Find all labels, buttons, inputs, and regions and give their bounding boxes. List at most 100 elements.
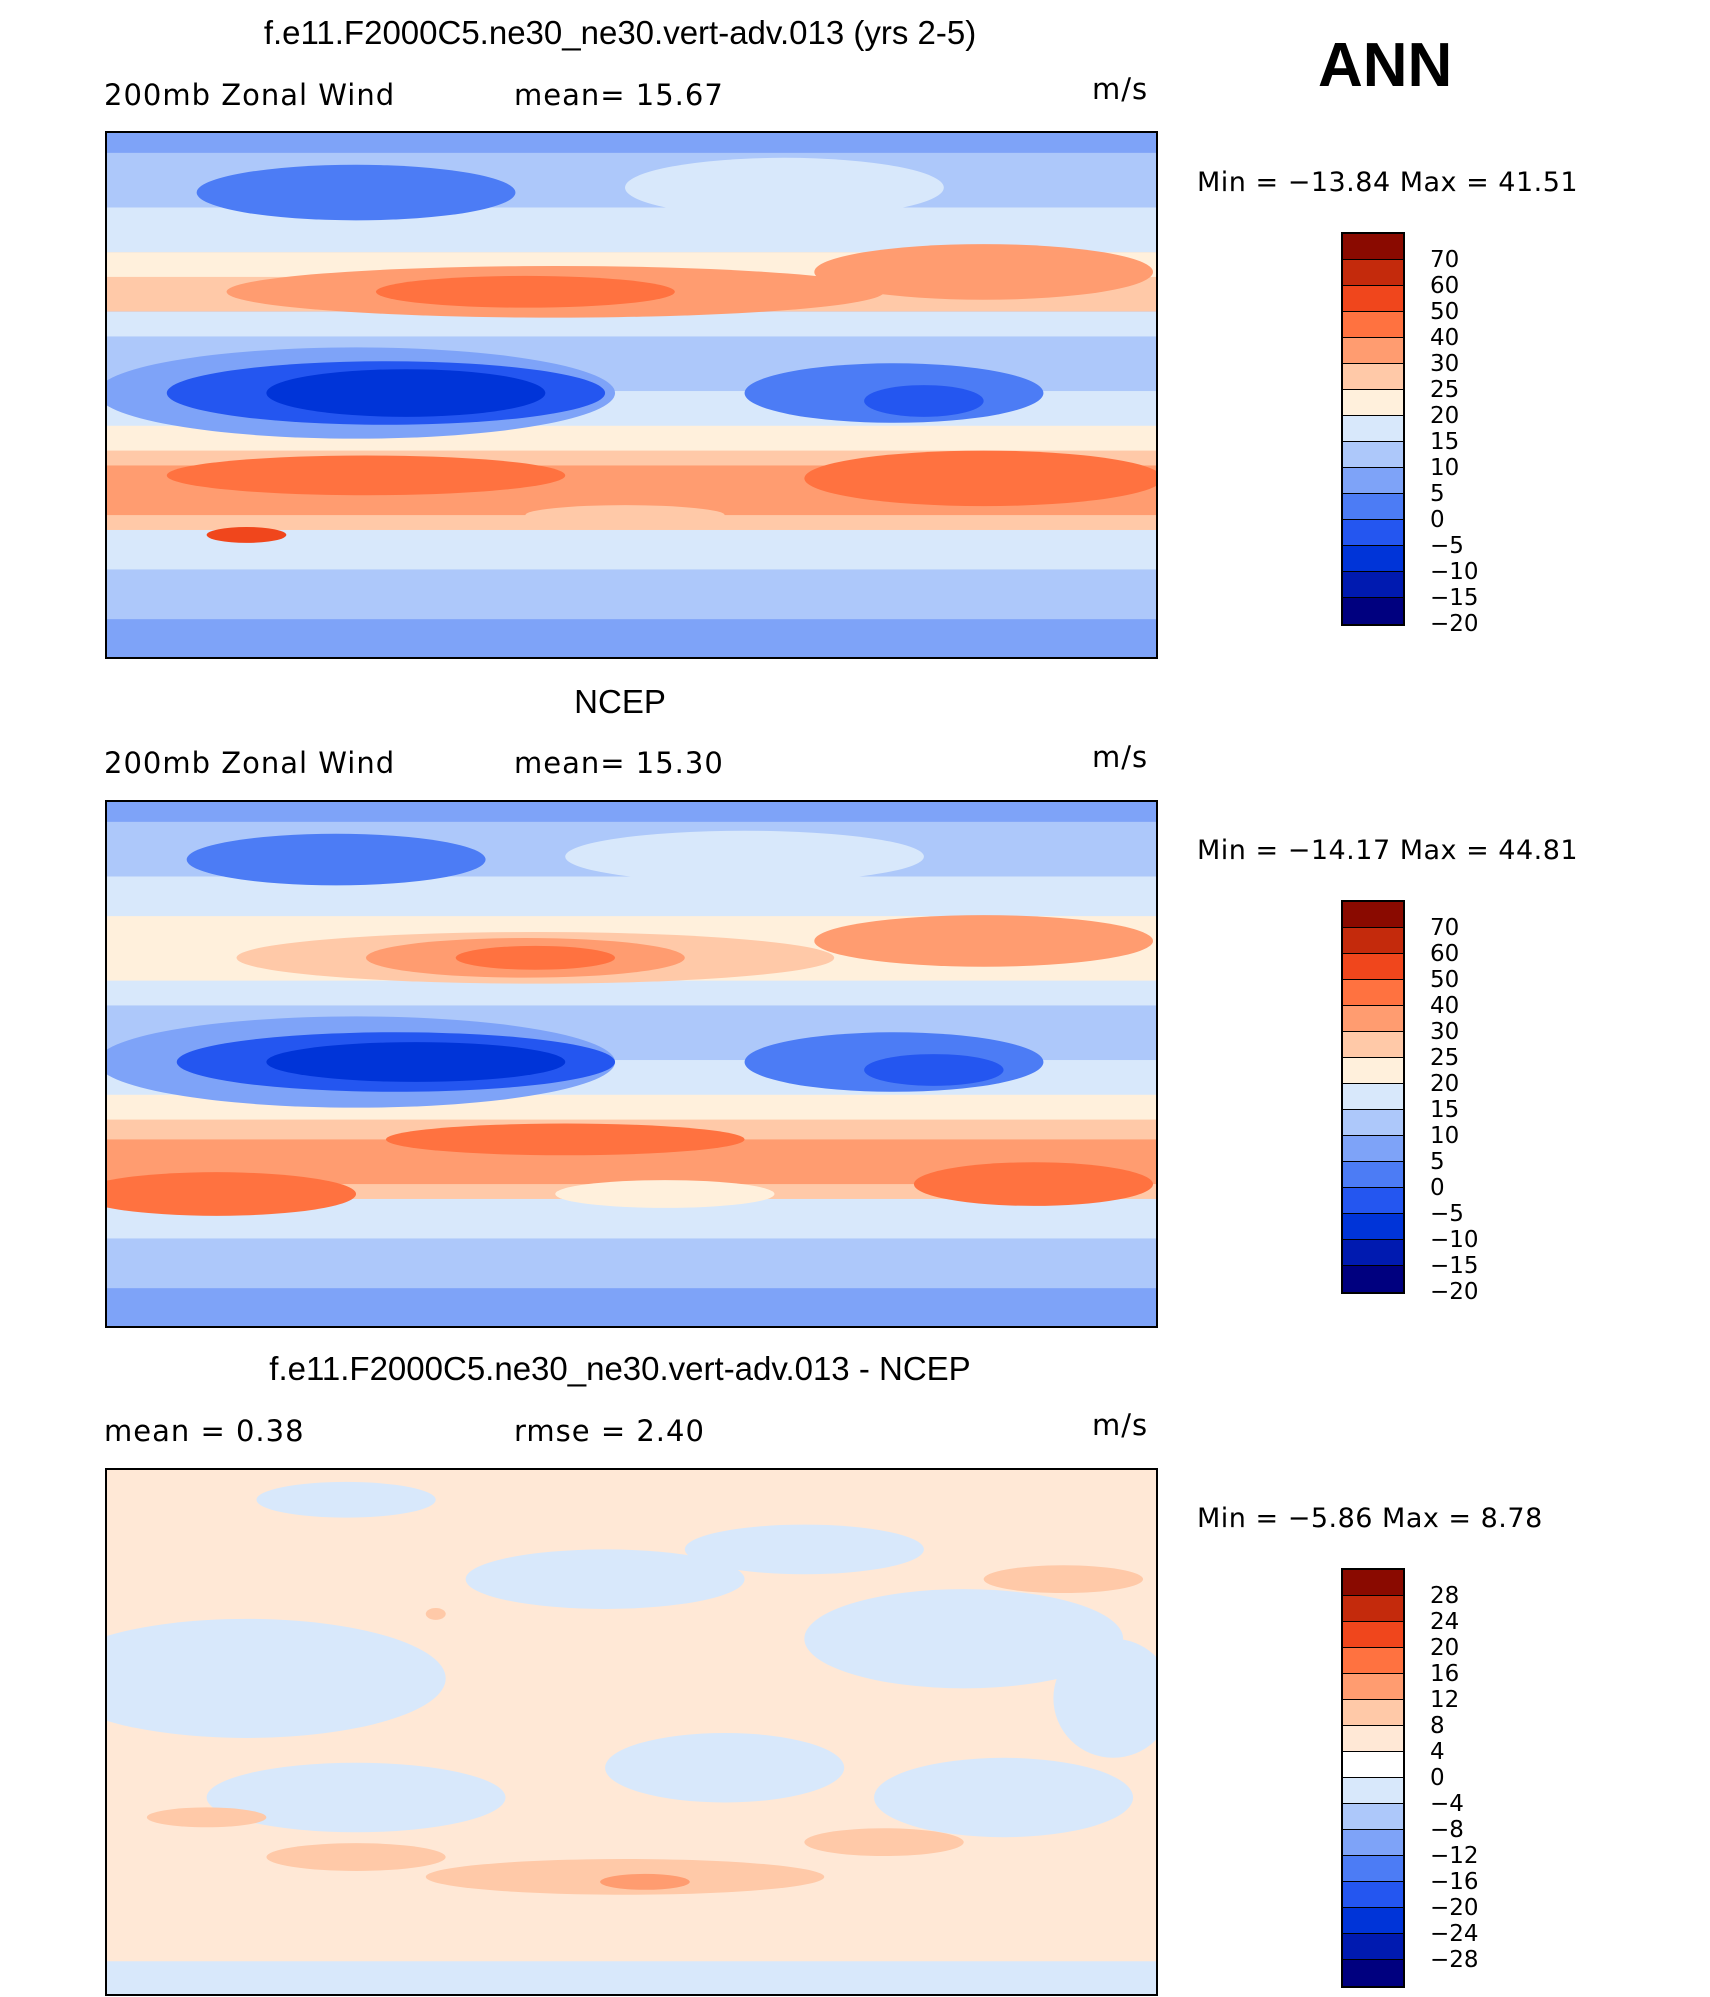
colorbar-swatch (1343, 1058, 1403, 1084)
colorbar-label: −8 (1430, 1817, 1464, 1843)
colorbar-label: −15 (1430, 1253, 1479, 1279)
colorbar-label: 10 (1430, 1123, 1460, 1149)
colorbar-swatch (1343, 1882, 1403, 1908)
colorbar-label: −15 (1430, 585, 1479, 611)
colorbar-swatch (1343, 1110, 1403, 1136)
colorbar-label: 40 (1430, 325, 1460, 351)
colorbar-swatch (1343, 1752, 1403, 1778)
colorbar-swatch (1343, 364, 1403, 390)
colorbar-label: 4 (1430, 1739, 1445, 1765)
colorbar-swatch (1343, 1006, 1403, 1032)
colorbar-label: −4 (1430, 1791, 1464, 1817)
colorbar-swatch (1343, 572, 1403, 598)
colorbar-swatch (1343, 286, 1403, 312)
colorbar-swatch (1343, 598, 1403, 624)
colorbar-label: 50 (1430, 967, 1460, 993)
colorbar-model (1341, 232, 1405, 626)
colorbar-label: −10 (1430, 1227, 1479, 1253)
panel-mean-label: mean= 15.30 (514, 746, 724, 780)
colorbar-swatch (1343, 954, 1403, 980)
colorbar-label: 0 (1430, 1175, 1445, 1201)
panel-title: f.e11.F2000C5.ne30_ne30.vert-adv.013 - N… (269, 1350, 971, 1387)
colorbar-label: 20 (1430, 1635, 1460, 1661)
colorbar-swatch (1343, 1084, 1403, 1110)
colorbar-swatch (1343, 494, 1403, 520)
panel-title: f.e11.F2000C5.ne30_ne30.vert-adv.013 (yr… (263, 14, 977, 51)
colorbar-label: 24 (1430, 1609, 1460, 1635)
colorbar-label: 0 (1430, 507, 1445, 533)
colorbar-swatch (1343, 1136, 1403, 1162)
colorbar-label: 50 (1430, 299, 1460, 325)
colorbar-swatch (1343, 338, 1403, 364)
colorbar-swatch (1343, 312, 1403, 338)
colorbar-label: 60 (1430, 941, 1460, 967)
colorbar-swatch (1343, 1908, 1403, 1934)
colorbar-label: 70 (1430, 247, 1460, 273)
colorbar-swatch (1343, 442, 1403, 468)
colorbar-label: 30 (1430, 1019, 1460, 1045)
colorbar-label: 15 (1430, 1097, 1460, 1123)
panel-units: m/s (1092, 1408, 1149, 1442)
colorbar-label: −20 (1430, 1279, 1479, 1305)
colorbar-label: −20 (1430, 611, 1479, 637)
colorbar-swatch (1343, 1778, 1403, 1804)
colorbar-label: −16 (1430, 1869, 1479, 1895)
colorbar-label: 0 (1430, 1765, 1445, 1791)
colorbar-label: 40 (1430, 993, 1460, 1019)
colorbar-label: −24 (1430, 1921, 1479, 1947)
colorbar-difference (1341, 1568, 1405, 1988)
contour-map-difference (105, 1468, 1158, 1996)
panel-minmax: Min = −13.84 Max = 41.51 (1197, 167, 1579, 198)
colorbar-swatch (1343, 260, 1403, 286)
colorbar-swatch (1343, 1032, 1403, 1058)
colorbar-swatch (1343, 546, 1403, 572)
colorbar-label: 5 (1430, 1149, 1445, 1175)
colorbar-label: 20 (1430, 1071, 1460, 1097)
season-label: ANN (1318, 31, 1453, 100)
colorbar-swatch (1343, 1700, 1403, 1726)
colorbar-swatch (1343, 520, 1403, 546)
colorbar-label: 28 (1430, 1583, 1460, 1609)
colorbar-swatch (1343, 902, 1403, 928)
colorbar-swatch (1343, 1266, 1403, 1292)
colorbar-swatch (1343, 928, 1403, 954)
colorbar-label: −5 (1430, 1201, 1464, 1227)
colorbar-swatch (1343, 1188, 1403, 1214)
panel-mean-label: mean= 15.67 (514, 78, 724, 112)
colorbar-swatch (1343, 980, 1403, 1006)
panel-units: m/s (1092, 72, 1149, 106)
colorbar-swatch (1343, 1162, 1403, 1188)
colorbar-label: −28 (1430, 1947, 1479, 1973)
colorbar-swatch (1343, 1856, 1403, 1882)
panel-units: m/s (1092, 740, 1149, 774)
colorbar-label: 15 (1430, 429, 1460, 455)
colorbar-label: 25 (1430, 1045, 1460, 1071)
map-canvas (107, 802, 1156, 1326)
colorbar-label: −10 (1430, 559, 1479, 585)
contour-map-ncep (105, 800, 1158, 1328)
colorbar-label: 25 (1430, 377, 1460, 403)
colorbar-swatch (1343, 234, 1403, 260)
colorbar-label: 16 (1430, 1661, 1460, 1687)
map-canvas (107, 133, 1156, 657)
map-canvas (107, 1470, 1156, 1994)
panel-variable-label: 200mb Zonal Wind (104, 78, 396, 112)
colorbar-label: −5 (1430, 533, 1464, 559)
colorbar-swatch (1343, 1960, 1403, 1986)
colorbar-swatch (1343, 1934, 1403, 1960)
panel-variable-label: 200mb Zonal Wind (104, 746, 396, 780)
colorbar-swatch (1343, 1570, 1403, 1596)
colorbar-label: 8 (1430, 1713, 1445, 1739)
panel-minmax: Min = −5.86 Max = 8.78 (1197, 1503, 1543, 1534)
colorbar-swatch (1343, 416, 1403, 442)
colorbar-label: 10 (1430, 455, 1460, 481)
colorbar-swatch (1343, 1214, 1403, 1240)
panel-title: NCEP (574, 683, 666, 720)
panel-minmax: Min = −14.17 Max = 44.81 (1197, 835, 1579, 866)
colorbar-ncep (1341, 900, 1405, 1294)
colorbar-label: −20 (1430, 1895, 1479, 1921)
panel-mean-label: mean = 0.38 (104, 1414, 305, 1448)
colorbar-label: −12 (1430, 1843, 1479, 1869)
colorbar-swatch (1343, 468, 1403, 494)
colorbar-swatch (1343, 1622, 1403, 1648)
